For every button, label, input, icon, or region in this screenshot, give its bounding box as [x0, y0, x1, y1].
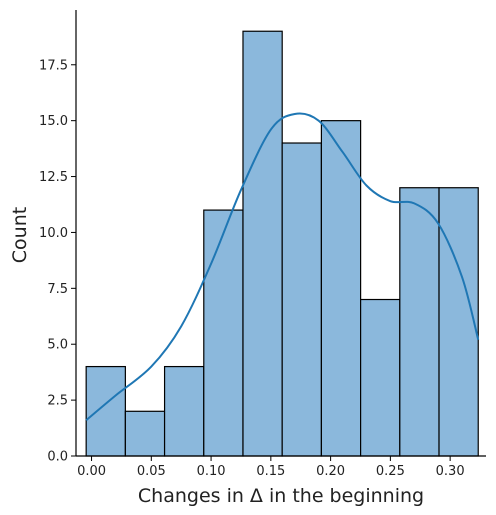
x-tick-label: 0.30: [436, 464, 465, 479]
x-tick-label: 0.20: [316, 464, 345, 479]
y-tick-label: 2.5: [47, 394, 68, 409]
histogram-bar: [360, 298, 401, 457]
x-axis-label: Changes in Δ in the beginning: [138, 485, 424, 507]
kde-curve: [85, 112, 480, 421]
histogram-bar: [163, 365, 205, 457]
x-tick-label: 0.05: [137, 464, 166, 479]
histogram-bar: [85, 365, 126, 457]
histogram-bar: [281, 142, 323, 457]
y-tick-label: 10.0: [39, 226, 68, 241]
histogram-bar: [124, 410, 166, 457]
histogram-bars: [85, 30, 479, 457]
histogram-bar: [320, 120, 362, 457]
histogram-bar: [399, 187, 440, 457]
x-tick-label: 0.00: [77, 464, 106, 479]
x-tick-label: 0.25: [376, 464, 405, 479]
x-axis-ticks: 0.00 0.05 0.10 0.15 0.20 0.25 0.30: [77, 456, 465, 479]
histogram-bar: [203, 209, 244, 457]
x-tick-label: 0.10: [197, 464, 226, 479]
histogram-bar: [242, 30, 283, 457]
y-tick-label: 5.0: [47, 338, 68, 353]
y-tick-label: 17.5: [39, 58, 68, 73]
y-tick-label: 12.5: [39, 170, 68, 185]
x-tick-label: 0.15: [256, 464, 285, 479]
y-tick-label: 7.5: [47, 282, 68, 297]
y-tick-label: 0.0: [47, 450, 68, 465]
y-tick-label: 15.0: [39, 114, 68, 129]
y-axis-ticks: 0.0 2.5 5.0 7.5 10.0 12.5 15.0 17.5: [39, 58, 76, 465]
histogram-bar: [438, 187, 479, 457]
y-axis-label: Count: [9, 207, 31, 263]
